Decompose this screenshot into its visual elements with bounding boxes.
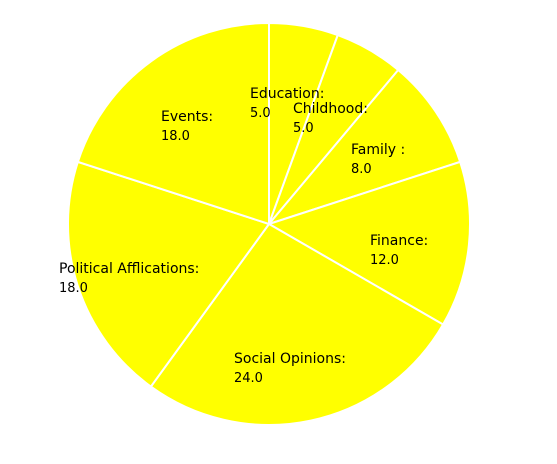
slice-label: Education: [250, 86, 324, 102]
pie-slice [67, 160, 271, 389]
slice-label: Family : [351, 142, 405, 158]
slice-label: Social Opinions: [234, 351, 346, 367]
pie-slice [76, 21, 270, 226]
pie-labels: Education: 5.0 Childhood: 5.0 Family : 8.0 Fin… [59, 86, 428, 386]
slice-value: 5.0 [250, 106, 271, 121]
slice-label: Childhood: [293, 101, 368, 117]
pie-slice [149, 222, 445, 426]
slice-value: 18.0 [161, 129, 190, 144]
pie-slice [265, 68, 462, 227]
slice-label: Political Afflications: [59, 261, 199, 277]
pie-slices [67, 21, 471, 426]
slice-value: 24.0 [234, 371, 263, 386]
pie-slice [266, 160, 471, 326]
slice-label: Finance: [370, 233, 428, 249]
slice-label: Events: [161, 109, 213, 125]
slice-value: 5.0 [293, 121, 314, 136]
slice-value: 18.0 [59, 281, 88, 296]
slice-value: 12.0 [370, 253, 399, 268]
slice-value: 8.0 [351, 162, 372, 177]
